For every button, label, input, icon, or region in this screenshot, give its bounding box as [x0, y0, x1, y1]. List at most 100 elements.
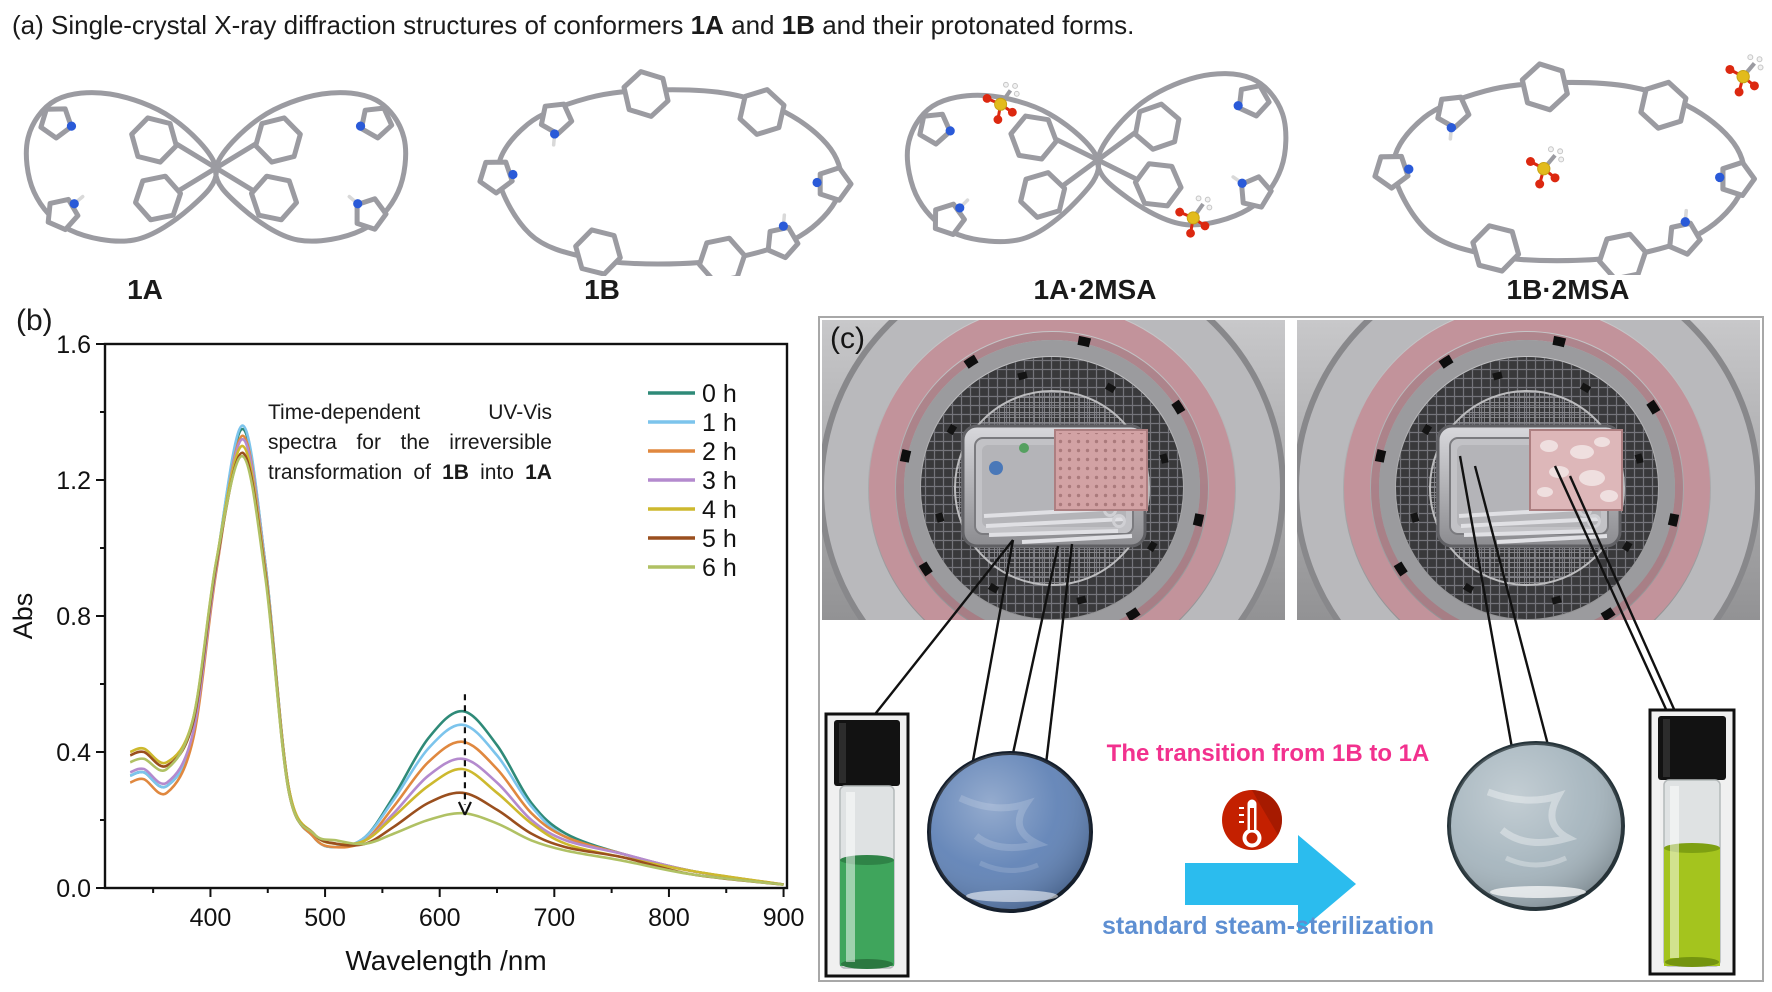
macrocycle-loop-left	[23, 90, 219, 244]
legend-label: 2 h	[702, 438, 737, 466]
n-atom	[1680, 217, 1690, 227]
text-run: the	[400, 431, 430, 454]
x-tick-label: 900	[763, 904, 805, 932]
figure-title: (a) Single-crystal X-ray diffraction str…	[12, 10, 1134, 41]
chamber-steel-rim	[1299, 320, 1755, 620]
msa-anion	[982, 81, 1020, 124]
o-atom	[982, 94, 992, 103]
series-line-3h	[129, 437, 784, 886]
text-run: irreversible	[449, 431, 552, 454]
n-atom	[1237, 178, 1247, 188]
text-run: 1A	[690, 10, 724, 40]
vial-after	[1648, 708, 1736, 976]
benzene-ring	[129, 115, 179, 165]
autoclave-photo-before	[822, 320, 1285, 620]
h-atom	[1547, 146, 1554, 153]
basket-hooks	[932, 368, 1172, 608]
vial-frame	[824, 712, 910, 978]
molecule-label-1a-2msa: 1A·2MSA	[1033, 274, 1157, 305]
n-atom	[355, 121, 366, 131]
benzene-ring	[621, 69, 671, 119]
text-run: Time-dependent	[268, 401, 421, 424]
benzene-ring	[1132, 101, 1182, 152]
panel-c: (c)	[818, 316, 1764, 982]
thermometer-icon	[1222, 790, 1283, 850]
molecule-label-1a: 1A	[127, 274, 163, 305]
n-atom	[508, 169, 518, 180]
vial-cap	[1658, 716, 1726, 780]
macrocycle	[23, 90, 409, 244]
annotation-line: transformation of 1B into 1A	[268, 458, 552, 488]
o-atom	[1525, 157, 1535, 166]
y-tick-label: 0.4	[56, 739, 91, 767]
x-tick-label: 700	[533, 904, 575, 932]
text-run: UV-Vis	[488, 401, 552, 424]
o-atom	[1186, 228, 1195, 238]
legend-label: 5 h	[702, 525, 737, 553]
vial-before	[824, 712, 910, 978]
axis-ticks	[96, 343, 785, 897]
pyrrole-ring	[1239, 174, 1274, 210]
o-atom	[1535, 179, 1545, 189]
text-run: (a) Single-crystal X-ray diffraction str…	[12, 10, 691, 40]
n-atom	[1404, 164, 1414, 174]
o-atom	[1734, 87, 1744, 97]
vial-glass	[1663, 779, 1721, 967]
pyrrole-ring	[817, 165, 854, 203]
o-atom	[1175, 207, 1185, 217]
disc-right-body	[1447, 741, 1625, 911]
benzene-ring	[249, 173, 299, 223]
o-atom	[1200, 221, 1210, 231]
pyrrole-ring	[1372, 153, 1411, 191]
o-atom	[1725, 64, 1735, 74]
msa-anion	[1725, 54, 1764, 97]
text-run: and their protonated forms.	[814, 10, 1135, 40]
series-line-4h	[129, 444, 784, 886]
s-atom	[994, 97, 1008, 111]
pyrrole-ring	[1667, 220, 1703, 257]
autoclave-photo-after	[1297, 320, 1760, 620]
h-atom	[1558, 156, 1565, 163]
pyrrole-ring	[917, 111, 953, 147]
n-atom	[778, 221, 788, 231]
molecule-structure-1b-2msa	[1372, 54, 1764, 275]
s-atom	[1736, 69, 1750, 84]
benzene-ring	[1470, 223, 1522, 274]
text-run: of	[413, 461, 431, 484]
msa-anion	[1175, 195, 1213, 238]
n-atom	[945, 126, 955, 136]
x-tick-label: 500	[304, 904, 346, 932]
n-atom	[69, 199, 79, 209]
benzene-ring	[133, 173, 183, 223]
blue-vial-in-tray	[989, 461, 1003, 475]
h-atom	[1206, 204, 1213, 211]
o-atom	[1550, 173, 1560, 183]
green-item-in-tray	[1019, 443, 1029, 453]
benzene-ring	[1638, 79, 1689, 131]
macrocycle	[1372, 54, 1764, 275]
text-run: spectra	[268, 431, 337, 454]
disc-before	[927, 751, 1093, 913]
o-atom	[1007, 107, 1017, 117]
y-axis-label: Abs	[8, 593, 38, 640]
text-run: and	[723, 10, 782, 40]
legend-label: 1 h	[702, 409, 737, 437]
series-line-6h	[129, 454, 784, 886]
pyrrole-ring	[765, 224, 801, 261]
macrocycle-loop-right	[1095, 71, 1289, 228]
s-atom	[1186, 211, 1200, 225]
h-atom	[1757, 64, 1764, 71]
chart-annotation: Time-dependent UV-Vis spectra for the irrever…	[268, 398, 552, 488]
annotation-line: spectra for the irreversible	[268, 428, 552, 458]
molecule-label-1b: 1B	[584, 274, 620, 305]
macrocycle	[477, 69, 854, 276]
legend-label: 4 h	[702, 496, 737, 524]
rim-clips	[897, 333, 1207, 620]
vial-left-liquid	[840, 860, 894, 966]
n-atom	[1446, 122, 1457, 133]
inner-steel-ring	[904, 340, 1200, 620]
y-tick-label: 1.6	[56, 331, 91, 359]
y-tick-label: 1.2	[56, 467, 91, 495]
h-atom	[1003, 81, 1009, 88]
h-atom	[1195, 195, 1202, 202]
